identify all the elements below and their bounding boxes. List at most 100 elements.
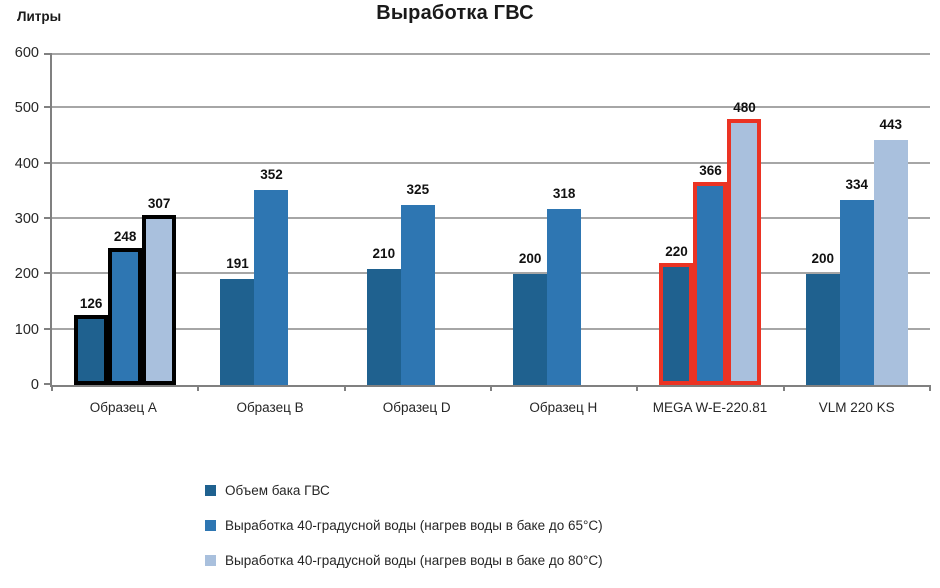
category-label-text: Образец B (236, 400, 304, 415)
bar: 248 (108, 229, 143, 385)
bar: 210 (366, 246, 401, 385)
y-tick-label: 600 (14, 45, 39, 61)
legend-swatch (205, 554, 216, 566)
x-tick-mark (343, 385, 346, 391)
y-tick-mark (44, 161, 52, 164)
legend-swatch (205, 519, 216, 531)
bar: 334 (839, 177, 874, 385)
legend-item: Выработка 40-градусной воды (нагрев воды… (205, 514, 603, 536)
bar: 443 (873, 117, 908, 385)
bar: 220 (659, 244, 694, 385)
legend-label: Выработка 40-градусной воды (нагрев воды… (225, 552, 603, 568)
category-label: Образец B (197, 397, 344, 419)
bar-value-label: 191 (226, 256, 249, 272)
x-tick-mark (782, 385, 785, 391)
y-tick-label: 400 (14, 155, 39, 172)
bar-groups: 126 248 307 191 352 210 325 200 318 220 366 480 200 3… (52, 53, 930, 385)
category-label: VLM 220 KS (783, 397, 930, 419)
category-axis: Образец A Образец B Образец D Образец H MEGA… (50, 397, 930, 419)
bar-slot: 220 (659, 53, 694, 385)
bar-group: 210 325 (345, 53, 491, 385)
bar-slot: 366 (693, 53, 728, 385)
category-label: MEGA W-E-220.81 (637, 397, 784, 419)
category-label-text: Образец D (382, 400, 451, 415)
bar: 200 (805, 251, 840, 385)
x-tick-mark (490, 385, 492, 391)
gridline (52, 327, 930, 330)
bar-value-label: 325 (406, 182, 430, 198)
bar-slot: 352 (254, 53, 289, 385)
bar: 318 (547, 186, 582, 385)
bar-value-label: 352 (260, 167, 283, 183)
y-axis-title: Литры (17, 9, 62, 24)
bar-value-label: 210 (372, 245, 396, 261)
bar: 352 (254, 167, 289, 385)
bar: 480 (727, 100, 762, 385)
category-label: Образец A (50, 397, 197, 419)
bar-value-label: 334 (845, 177, 869, 193)
category-label: Образец H (490, 397, 637, 419)
bar-slot: 307 (142, 53, 177, 385)
bar-slot (435, 53, 469, 385)
y-tick-label: 300 (14, 211, 39, 227)
bar: 307 (142, 196, 177, 385)
legend-label: Объем бака ГВС (225, 482, 330, 498)
bar-slot: 443 (873, 53, 908, 385)
bar-slot: 480 (727, 53, 762, 385)
bar: 325 (400, 182, 435, 385)
bar-slot (581, 53, 615, 385)
legend: Объем бака ГВС Выработка 40-градусной вод… (205, 479, 603, 584)
chart-title: Выработка ГВС (376, 2, 534, 24)
bar-slot: 318 (547, 53, 582, 385)
y-tick-mark (44, 383, 52, 385)
x-tick-mark (929, 385, 931, 391)
gridline (52, 161, 930, 164)
bar-value-label: 480 (733, 100, 756, 116)
gridline (52, 217, 930, 219)
y-tick-mark (44, 106, 52, 109)
bar-slot: 334 (839, 53, 874, 385)
bar-slot (288, 53, 322, 385)
y-tick-label: 0 (30, 377, 39, 393)
bar-slot: 191 (220, 53, 255, 385)
y-tick-mark (44, 53, 52, 55)
x-tick-mark (636, 385, 639, 391)
bar-value-label: 200 (811, 251, 835, 267)
legend-item: Выработка 40-градусной воды (нагрев воды… (205, 549, 603, 571)
category-label-text: VLM 220 KS (818, 400, 895, 415)
bar: 191 (220, 256, 255, 385)
bar-group: 126 248 307 (52, 53, 198, 385)
category-label-text: Образец A (89, 400, 157, 415)
y-tick-mark (44, 272, 52, 275)
bar-slot: 248 (108, 53, 143, 385)
bar-value-label: 443 (879, 116, 903, 132)
bar: 126 (74, 296, 109, 385)
bar-group: 200 318 (491, 53, 637, 385)
y-tick-mark (44, 217, 52, 219)
bar-slot: 325 (400, 53, 435, 385)
bar-value-label: 307 (147, 196, 171, 212)
bar-slot: 200 (805, 53, 840, 385)
bar: 200 (513, 251, 548, 385)
bar-slot: 126 (74, 53, 109, 385)
bar-slot: 200 (513, 53, 548, 385)
x-tick-mark (197, 385, 200, 391)
legend-swatch (205, 484, 216, 496)
y-tick-mark (44, 327, 52, 330)
bar: 366 (693, 163, 728, 385)
plot-area: 0 100 200 300 400 500 600 126 248 307 191 352 210 325… (15, 45, 931, 393)
bar-value-label: 318 (552, 186, 576, 202)
category-label-text: MEGA W-E-220.81 (652, 400, 768, 415)
bar-value-label: 248 (113, 228, 137, 244)
bar-value-label: 220 (665, 244, 688, 260)
y-tick-label: 200 (14, 266, 39, 283)
legend-item: Объем бака ГВС (205, 479, 603, 501)
bar-value-label: 126 (79, 296, 103, 312)
gridline (52, 53, 930, 55)
y-tick-label: 100 (14, 321, 39, 338)
category-label: Образец D (343, 397, 490, 419)
legend-label: Выработка 40-градусной воды (нагрев воды… (225, 517, 603, 533)
category-label-text: Образец H (529, 400, 598, 415)
bar-group: 200 334 443 (784, 53, 930, 385)
bar-slot: 210 (366, 53, 401, 385)
